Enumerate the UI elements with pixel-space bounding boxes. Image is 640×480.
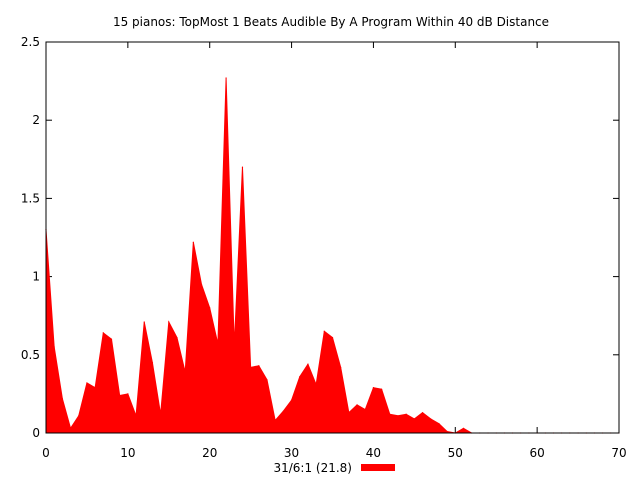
data-point <box>209 307 211 309</box>
data-point <box>233 344 235 347</box>
x-tick-label: 70 <box>611 446 626 460</box>
series-area-0 <box>45 77 619 434</box>
y-tick-label: 1.5 <box>21 191 40 205</box>
data-point <box>241 166 244 168</box>
data-point <box>217 343 219 345</box>
legend: 31/6:1 (21.8) <box>273 461 395 475</box>
data-point <box>110 338 113 340</box>
y-tick-label: 0.5 <box>21 348 40 362</box>
data-point <box>331 337 334 339</box>
data-point <box>192 241 194 243</box>
data-point <box>200 283 203 286</box>
data-point <box>94 387 96 389</box>
data-point <box>381 388 383 390</box>
data-point <box>151 362 154 364</box>
y-tick-label: 1 <box>32 270 40 284</box>
chart-title: 15 pianos: TopMost 1 Beats Audible By A … <box>113 15 549 29</box>
data-point <box>86 382 88 384</box>
data-point <box>143 321 145 323</box>
data-point <box>258 365 260 367</box>
plot-frame <box>45 41 620 434</box>
x-tick-label: 0 <box>42 446 50 460</box>
data-point <box>53 346 55 348</box>
y-tick-label: 2.5 <box>21 35 40 49</box>
data-point <box>405 413 407 415</box>
data-point <box>102 332 104 334</box>
data-point <box>315 383 317 386</box>
data-point <box>323 330 325 332</box>
data-point <box>78 415 80 417</box>
data-point <box>446 430 448 433</box>
data-point <box>135 415 137 417</box>
data-point <box>274 419 276 422</box>
data-point <box>397 415 399 417</box>
data-point <box>372 387 375 389</box>
data-point <box>299 376 301 378</box>
data-point <box>160 413 162 415</box>
data-point <box>225 77 227 79</box>
y-tick-label: 0 <box>32 426 40 440</box>
x-tick-label: 60 <box>530 446 545 460</box>
x-tick-label: 50 <box>448 446 463 460</box>
data-point <box>307 363 309 365</box>
x-tick-label: 20 <box>202 446 217 460</box>
data-point <box>421 412 424 414</box>
data-point <box>340 366 342 368</box>
data-point <box>290 399 293 401</box>
data-point <box>356 404 358 406</box>
data-point <box>438 423 440 425</box>
data-point <box>69 427 72 429</box>
data-point <box>184 371 186 373</box>
data-point <box>119 394 121 397</box>
data-point <box>413 418 415 420</box>
data-point <box>282 410 284 412</box>
y-tick-label: 2 <box>32 113 40 127</box>
data-point <box>176 337 178 339</box>
legend-swatch <box>361 464 395 471</box>
data-point <box>168 321 170 323</box>
data-point <box>348 412 350 414</box>
legend-label: 31/6:1 (21.8) <box>273 461 352 475</box>
data-point <box>430 418 432 420</box>
x-tick-label: 10 <box>120 446 135 460</box>
data-point <box>364 408 366 411</box>
data-point <box>61 397 63 400</box>
data-point <box>250 366 252 368</box>
x-tick-label: 30 <box>284 446 299 460</box>
x-tick-label: 40 <box>366 446 381 460</box>
data-point <box>462 427 465 429</box>
data-point <box>266 379 268 381</box>
data-point <box>389 413 391 415</box>
data-point <box>127 393 129 395</box>
